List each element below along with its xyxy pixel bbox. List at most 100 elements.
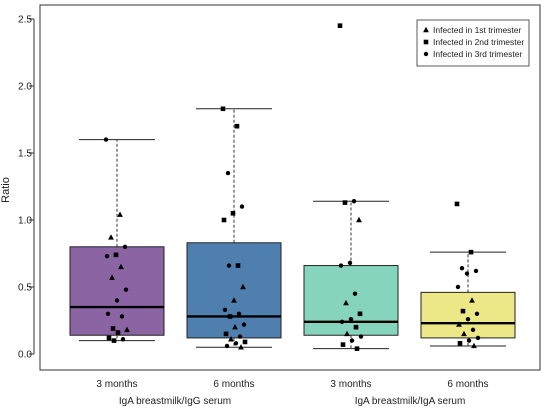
data-point (353, 324, 359, 330)
data-point (461, 330, 467, 337)
data-point (351, 199, 357, 204)
data-point (109, 274, 115, 280)
box-iqr (69, 246, 165, 336)
data-point (111, 338, 117, 343)
data-point (221, 217, 227, 223)
data-point (233, 341, 239, 346)
y-tick-label: 0.5 (18, 283, 32, 294)
data-point (344, 330, 350, 337)
data-point (456, 321, 462, 327)
y-axis-label: Ratio (0, 177, 12, 203)
data-point (469, 297, 475, 303)
data-point (471, 342, 477, 349)
data-point (466, 338, 472, 343)
data-point (238, 344, 244, 350)
data-point (357, 311, 363, 317)
data-point (108, 234, 114, 240)
data-point (225, 170, 231, 176)
y-tick-label: 1.5 (18, 149, 32, 160)
data-point (232, 324, 238, 330)
y-tick-label: 2.5 (18, 15, 32, 26)
data-point (220, 106, 226, 112)
x-category-label: 6 months (447, 379, 488, 390)
data-point (119, 314, 125, 319)
data-point (340, 342, 346, 347)
legend-label: Infected in 1st trimester (433, 25, 522, 35)
x-axis-labels: 3 months 6 months 3 months 6 months IgA brea… (96, 379, 488, 407)
data-point (473, 268, 479, 274)
data-point (358, 334, 364, 339)
data-point (237, 334, 243, 339)
data-point (122, 244, 128, 249)
plot-frame (39, 4, 541, 371)
data-point (242, 339, 248, 345)
y-axis: 0.0 0.5 1.0 1.5 2.0 2.5 (18, 15, 35, 361)
data-point (470, 327, 476, 333)
legend-label: Infected in 3rd trimester (433, 49, 522, 59)
legend-marker-triangle (423, 26, 429, 33)
data-point (123, 287, 129, 292)
box-4 (420, 201, 516, 349)
data-point (339, 319, 345, 325)
data-point (474, 311, 480, 316)
data-point (223, 331, 229, 337)
x-category-label: 6 months (213, 379, 254, 390)
y-tick-label: 0.0 (18, 350, 32, 361)
data-point (227, 314, 233, 319)
legend-box (416, 19, 530, 67)
x-group-label: IgA breastmilk/IgG serum (119, 396, 231, 407)
data-point (459, 266, 465, 271)
data-point (343, 299, 349, 306)
data-point (120, 337, 126, 342)
data-point (236, 311, 242, 316)
data-point (354, 346, 360, 351)
legend-marker-square (423, 39, 429, 45)
data-point (468, 249, 474, 255)
data-point (465, 316, 471, 322)
boxes (69, 23, 516, 351)
x-group-label: IgA breastmilk/IgA serum (355, 396, 466, 407)
data-point (231, 297, 237, 303)
data-point (230, 211, 236, 216)
data-point (464, 271, 470, 276)
box-iqr (303, 265, 399, 336)
box-1 (69, 137, 165, 343)
x-category-label: 3 months (96, 379, 137, 390)
data-point (104, 253, 110, 259)
data-point (338, 263, 344, 268)
box-iqr (420, 291, 516, 339)
y-tick-label: 2.0 (18, 82, 32, 93)
legend-marker-circle (423, 51, 429, 57)
data-point (349, 338, 355, 343)
box-2 (186, 106, 282, 350)
data-point (342, 200, 348, 205)
data-point (235, 263, 241, 268)
legend: Infected in 1st trimester Infected in 2nd… (416, 19, 530, 67)
data-point (241, 322, 247, 327)
data-point (106, 335, 112, 341)
data-point (352, 291, 358, 296)
data-point (337, 23, 343, 28)
data-point (118, 263, 124, 270)
data-point (454, 201, 460, 207)
data-point (117, 211, 123, 217)
data-point (228, 336, 234, 342)
data-point (234, 123, 240, 129)
data-point (460, 308, 466, 314)
y-tick-label: 1.0 (18, 216, 32, 227)
x-category-label: 3 months (330, 379, 371, 390)
data-point (347, 260, 353, 266)
box-3 (303, 23, 399, 351)
data-point (239, 204, 245, 209)
data-point (348, 316, 354, 322)
data-point (356, 216, 362, 223)
data-point (475, 335, 481, 341)
data-point (222, 307, 228, 312)
data-point (115, 330, 121, 335)
data-point (224, 343, 230, 349)
data-point (103, 137, 109, 142)
data-point (226, 263, 232, 268)
data-point (113, 252, 119, 258)
data-point (457, 340, 463, 346)
